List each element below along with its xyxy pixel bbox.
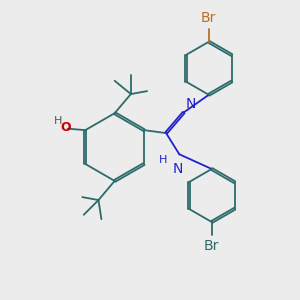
Text: Br: Br — [201, 11, 217, 25]
Text: O: O — [60, 121, 70, 134]
Text: N: N — [186, 97, 196, 111]
Text: H: H — [159, 154, 167, 165]
Text: N: N — [173, 162, 183, 176]
Text: Br: Br — [204, 239, 219, 253]
Text: H: H — [53, 116, 62, 126]
